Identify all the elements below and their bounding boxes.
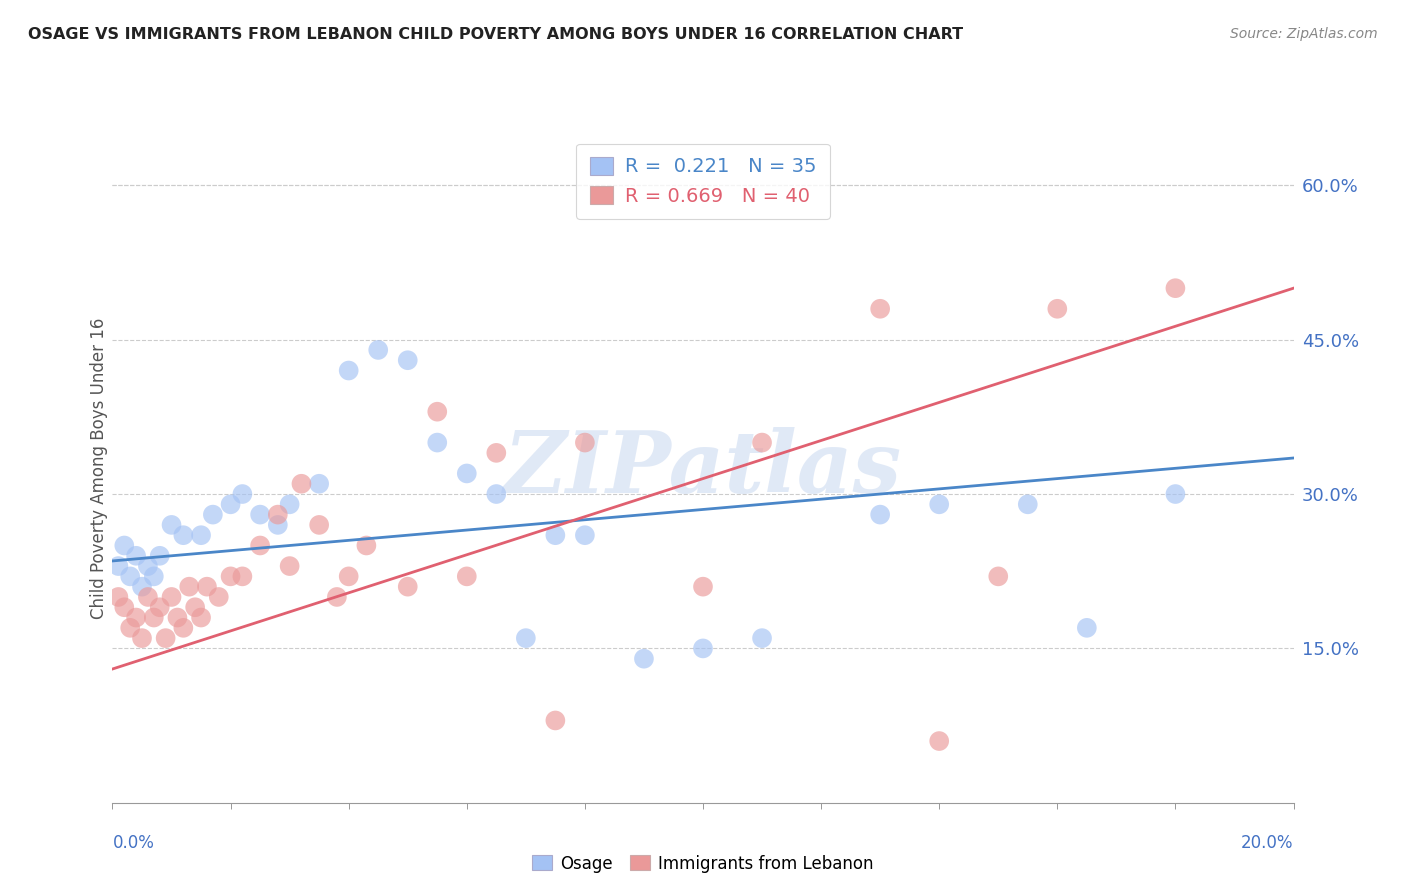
Point xyxy=(249,508,271,522)
Point xyxy=(149,600,172,615)
Text: Source: ZipAtlas.com: Source: ZipAtlas.com xyxy=(1230,27,1378,41)
Point xyxy=(166,610,188,624)
Text: 20.0%: 20.0% xyxy=(1241,834,1294,852)
Point xyxy=(184,600,207,615)
Point xyxy=(190,610,212,624)
Point xyxy=(136,559,159,574)
Point xyxy=(107,559,129,574)
Point xyxy=(574,435,596,450)
Point xyxy=(456,569,478,583)
Point xyxy=(149,549,172,563)
Point xyxy=(692,580,714,594)
Point xyxy=(485,446,508,460)
Point xyxy=(928,497,950,511)
Point xyxy=(231,487,253,501)
Point xyxy=(396,353,419,368)
Y-axis label: Child Poverty Among Boys Under 16: Child Poverty Among Boys Under 16 xyxy=(90,318,108,619)
Point xyxy=(219,569,242,583)
Point xyxy=(544,714,567,728)
Point xyxy=(574,528,596,542)
Point xyxy=(278,497,301,511)
Point xyxy=(190,528,212,542)
Point xyxy=(278,559,301,574)
Point xyxy=(112,539,135,553)
Point xyxy=(308,476,330,491)
Point xyxy=(544,528,567,542)
Point xyxy=(337,569,360,583)
Point xyxy=(120,621,142,635)
Point xyxy=(267,517,290,532)
Point xyxy=(142,569,165,583)
Text: ZIPatlas: ZIPatlas xyxy=(503,426,903,510)
Point xyxy=(1017,497,1039,511)
Point xyxy=(751,435,773,450)
Point xyxy=(751,631,773,645)
Point xyxy=(396,580,419,594)
Point xyxy=(195,580,218,594)
Point xyxy=(136,590,159,604)
Point xyxy=(1046,301,1069,316)
Point xyxy=(160,517,183,532)
Point xyxy=(201,508,224,522)
Point xyxy=(485,487,508,501)
Point xyxy=(131,631,153,645)
Point xyxy=(1076,621,1098,635)
Point xyxy=(987,569,1010,583)
Point xyxy=(179,580,201,594)
Point xyxy=(112,600,135,615)
Point xyxy=(367,343,389,357)
Text: OSAGE VS IMMIGRANTS FROM LEBANON CHILD POVERTY AMONG BOYS UNDER 16 CORRELATION C: OSAGE VS IMMIGRANTS FROM LEBANON CHILD P… xyxy=(28,27,963,42)
Point xyxy=(155,631,177,645)
Point xyxy=(267,508,290,522)
Point xyxy=(928,734,950,748)
Point xyxy=(231,569,253,583)
Point xyxy=(515,631,537,645)
Point xyxy=(633,651,655,665)
Point xyxy=(142,610,165,624)
Point xyxy=(219,497,242,511)
Point xyxy=(107,590,129,604)
Point xyxy=(869,301,891,316)
Point xyxy=(1164,487,1187,501)
Point xyxy=(426,435,449,450)
Point xyxy=(131,580,153,594)
Point xyxy=(426,405,449,419)
Point xyxy=(172,621,194,635)
Point xyxy=(290,476,312,491)
Point xyxy=(456,467,478,481)
Point xyxy=(208,590,231,604)
Point xyxy=(120,569,142,583)
Point xyxy=(172,528,194,542)
Text: 0.0%: 0.0% xyxy=(112,834,155,852)
Point xyxy=(249,539,271,553)
Point xyxy=(356,539,378,553)
Legend: Osage, Immigrants from Lebanon: Osage, Immigrants from Lebanon xyxy=(526,848,880,880)
Point xyxy=(125,549,148,563)
Point xyxy=(869,508,891,522)
Point xyxy=(308,517,330,532)
Point xyxy=(160,590,183,604)
Point xyxy=(326,590,349,604)
Point xyxy=(1164,281,1187,295)
Legend: R =  0.221   N = 35, R = 0.669   N = 40: R = 0.221 N = 35, R = 0.669 N = 40 xyxy=(576,144,830,219)
Point xyxy=(692,641,714,656)
Point xyxy=(125,610,148,624)
Point xyxy=(337,363,360,377)
